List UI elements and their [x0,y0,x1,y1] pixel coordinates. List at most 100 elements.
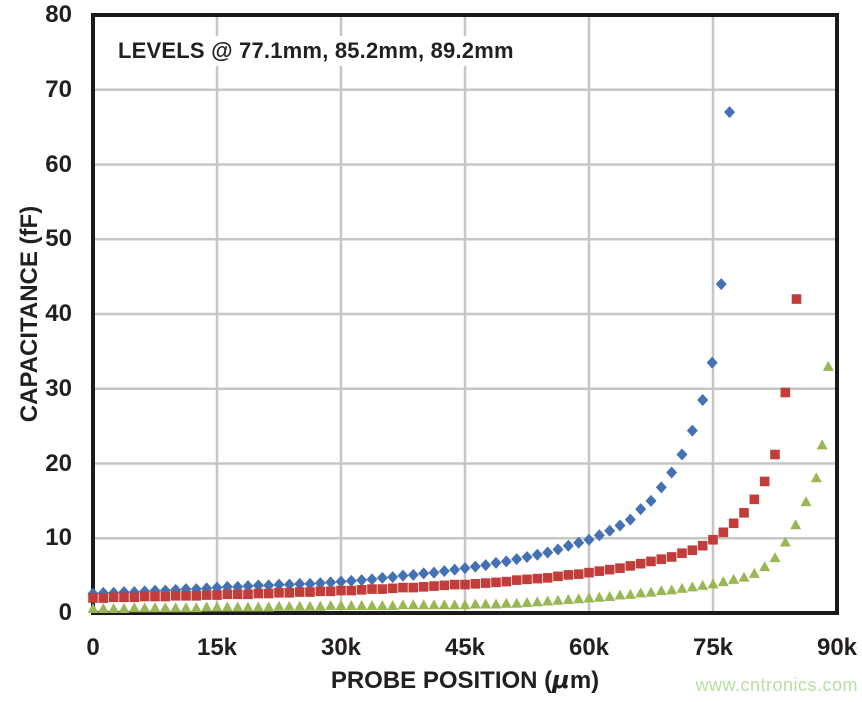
data-point-level-77.1mm [724,106,736,119]
data-point-level-77.1mm [345,574,357,587]
data-point-level-89.2mm [707,578,719,589]
data-point-level-85.2mm [160,591,171,602]
data-point-level-85.2mm [191,591,202,601]
data-point-level-89.2mm [459,599,471,610]
data-point-level-85.2mm [728,518,739,529]
data-point-level-89.2mm [159,602,171,613]
data-point-level-85.2mm [408,582,419,593]
data-point-level-85.2mm [119,592,129,603]
data-point-level-85.2mm [718,527,729,538]
data-point-level-85.2mm [88,593,98,603]
data-point-level-77.1mm [273,578,285,591]
data-point-level-89.2mm [666,584,678,595]
plot-border [91,13,839,615]
data-point-level-85.2mm [232,589,243,600]
data-point-level-85.2mm [666,552,677,562]
data-point-level-85.2mm [356,585,367,595]
data-point-level-85.2mm [377,584,388,594]
data-point-level-77.1mm [676,448,688,461]
data-point-level-89.2mm [283,600,295,611]
data-point-level-89.2mm [108,603,120,614]
data-point-level-77.1mm [366,573,378,586]
data-point-level-85.2mm [305,587,315,597]
data-point-level-85.2mm [449,579,460,590]
data-point-level-85.2mm [294,587,305,597]
data-point-level-89.2mm [531,596,543,607]
data-point-level-89.2mm [149,602,161,613]
data-point-level-89.2mm [273,600,285,611]
x-tick-label: 60k [568,634,610,661]
chart-annotation: LEVELS @ 77.1mm, 85.2mm, 89.2mm [112,36,520,66]
y-tick-label: 40 [45,300,72,327]
data-point-level-89.2mm [800,496,812,507]
data-point-level-85.2mm [439,580,450,591]
data-point-level-77.1mm [706,356,718,369]
data-point-level-89.2mm [552,594,564,605]
data-point-level-77.1mm [407,568,419,581]
data-point-level-77.1mm [542,546,554,559]
data-point-level-85.2mm [181,591,191,601]
data-point-level-85.2mm [646,556,656,567]
data-point-level-77.1mm [459,562,471,575]
data-point-level-85.2mm [491,577,501,588]
data-point-level-85.2mm [284,588,295,598]
data-point-level-85.2mm [418,582,429,592]
data-point-level-89.2mm [748,567,760,578]
data-point-level-89.2mm [676,582,688,593]
data-point-level-89.2mm [816,439,828,450]
data-point-level-85.2mm [759,476,770,487]
data-point-level-89.2mm [242,601,254,612]
data-point-level-85.2mm [139,591,150,602]
gridlines [93,15,837,613]
data-point-level-77.1mm [449,563,461,576]
data-point-level-77.1mm [242,580,254,593]
data-point-level-85.2mm [542,573,553,583]
mu-symbol: μ [552,666,570,694]
data-point-level-77.1mm [314,577,326,590]
data-point-level-89.2mm [438,599,450,610]
data-point-level-85.2mm [791,294,802,304]
x-tick-label: 45k [444,634,486,661]
y-tick-label: 10 [45,524,72,552]
data-point-level-85.2mm [584,567,594,578]
y-axis-title: CAPACITANCE (fF) [16,205,43,423]
series-level-85.2mm [88,294,802,603]
data-point-level-85.2mm [108,592,119,603]
data-point-level-77.1mm [697,393,709,406]
data-point-level-89.2mm [407,599,419,610]
data-point-level-89.2mm [728,573,740,584]
data-point-level-89.2mm [562,594,574,605]
data-point-level-77.1mm [428,566,440,579]
data-point-level-77.1mm [500,555,512,568]
data-point-level-89.2mm [469,598,481,609]
data-point-level-77.1mm [490,556,502,569]
data-point-level-85.2mm [367,584,377,594]
data-point-level-89.2mm [387,600,399,611]
data-point-level-89.2mm [397,599,409,610]
data-point-level-85.2mm [780,387,791,398]
data-point-level-89.2mm [717,576,729,587]
data-point-level-89.2mm [232,601,244,612]
data-point-level-85.2mm [150,591,160,602]
data-point-level-85.2mm [770,449,780,460]
data-point-level-89.2mm [810,472,822,483]
data-point-level-89.2mm [201,601,213,612]
data-point-level-77.1mm [521,550,533,563]
data-point-level-89.2mm [449,599,461,610]
data-point-level-89.2mm [645,586,657,597]
data-point-level-85.2mm [325,586,336,597]
data-point-level-77.1mm [438,565,450,578]
data-point-level-85.2mm [315,586,326,597]
data-point-level-89.2mm [759,561,771,572]
data-point-level-85.2mm [501,576,512,587]
y-tick-label: 20 [45,449,72,477]
data-point-level-77.1mm [715,278,727,291]
data-point-level-85.2mm [170,591,181,601]
data-point-level-77.1mm [252,579,264,592]
data-point-level-89.2mm [263,601,275,612]
data-point-level-89.2mm [221,601,233,612]
data-point-level-85.2mm [346,585,357,596]
data-point-level-89.2mm [614,589,626,600]
data-point-level-89.2mm [314,600,326,611]
data-point-level-89.2mm [190,602,202,613]
